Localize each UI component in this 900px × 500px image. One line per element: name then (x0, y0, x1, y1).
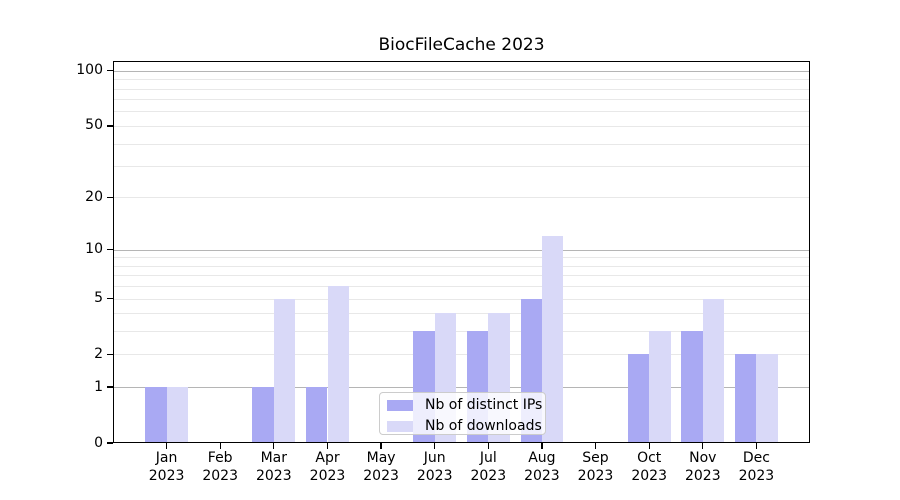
bar-distinct-ips-dec (735, 354, 757, 443)
x-tick (755, 443, 758, 449)
x-tick (594, 443, 597, 449)
legend-swatch-ips (387, 400, 413, 411)
y-tick-label: 5 (94, 290, 103, 306)
x-tick (702, 443, 704, 449)
bar-downloads-aug (541, 236, 564, 443)
plot-area: Nb of distinct IPs Nb of downloads (113, 61, 810, 443)
bar-distinct-ips-oct (627, 354, 650, 443)
x-tick (380, 443, 382, 449)
legend-row-downloads: Nb of downloads (387, 418, 545, 435)
y-tick-label: 10 (85, 241, 103, 258)
x-tick-label-sep: Sep 2023 (577, 450, 614, 484)
bar-distinct-ips-jan (145, 387, 167, 443)
x-tick-label-nov: Nov 2023 (684, 450, 721, 484)
gridline-minor (113, 99, 810, 101)
x-tick (434, 443, 436, 449)
gridline-minor (113, 166, 810, 167)
chart-title: BiocFileCache 2023 (378, 35, 545, 55)
x-tick-label-dec: Dec 2023 (738, 450, 775, 484)
bar-distinct-ips-mar (252, 387, 274, 443)
gridline-minor (113, 298, 810, 300)
x-tick (541, 443, 543, 449)
x-tick-label-feb: Feb 2023 (202, 450, 238, 484)
y-tick (107, 297, 113, 300)
gridline-major (113, 387, 810, 389)
bar-downloads-dec (756, 354, 778, 443)
gridline-minor (113, 265, 810, 267)
bar-distinct-ips-apr (306, 387, 328, 443)
x-tick-label-oct: Oct 2023 (631, 450, 667, 484)
bar-downloads-nov (702, 298, 725, 443)
legend-swatch-downloads (387, 421, 413, 432)
bar-downloads-oct (649, 331, 671, 443)
gridline-minor (113, 143, 810, 145)
gridline-minor (113, 125, 810, 127)
y-tick-label: 100 (76, 62, 103, 79)
x-tick (219, 443, 221, 449)
x-tick (165, 443, 168, 449)
legend-label-downloads: Nb of downloads (425, 418, 542, 434)
gridline-minor (113, 88, 810, 90)
y-tick (107, 196, 113, 199)
x-tick-label-apr: Apr 2023 (309, 450, 346, 484)
bar-distinct-ips-nov (681, 331, 703, 443)
legend-label-ips: Nb of distinct IPs (425, 397, 543, 413)
x-tick (648, 443, 650, 449)
legend: Nb of distinct IPs Nb of downloads (379, 392, 546, 435)
bar-downloads-apr (327, 286, 349, 443)
gridline-major (113, 249, 810, 251)
gridline-minor (113, 354, 810, 356)
gridline-minor (113, 111, 810, 113)
y-tick-label: 20 (85, 188, 103, 205)
x-tick-label-jun: Jun 2023 (416, 450, 453, 484)
bar-downloads-jan (166, 387, 188, 443)
gridline-minor (113, 313, 810, 315)
gridline-major (113, 70, 810, 72)
y-tick-label: 1 (94, 378, 103, 395)
y-tick (107, 248, 113, 251)
y-tick-label: 2 (94, 345, 103, 362)
gridline-minor (113, 331, 810, 333)
x-tick-label-jan: Jan 2023 (148, 450, 185, 484)
y-tick (107, 70, 113, 72)
x-tick-label-may: May 2023 (363, 450, 399, 484)
y-tick (107, 442, 113, 444)
x-tick (326, 443, 329, 449)
bar-downloads-mar (273, 298, 296, 443)
x-tick-label-mar: Mar 2023 (255, 450, 292, 484)
y-tick-label: 0 (94, 434, 103, 451)
x-tick-label-jul: Jul 2023 (470, 450, 507, 484)
legend-row-ips: Nb of distinct IPs (387, 397, 545, 414)
gridline-minor (113, 286, 810, 288)
x-tick (487, 443, 489, 449)
y-tick (107, 386, 113, 388)
y-tick (107, 353, 113, 356)
gridline-minor (113, 197, 810, 199)
gridline-minor (113, 257, 810, 259)
y-tick-label: 50 (85, 117, 103, 134)
x-tick (273, 443, 275, 449)
gridline-minor (113, 79, 810, 81)
x-tick-label-aug: Aug 2023 (524, 450, 560, 484)
y-tick (107, 125, 113, 127)
gridline-minor (113, 275, 810, 277)
